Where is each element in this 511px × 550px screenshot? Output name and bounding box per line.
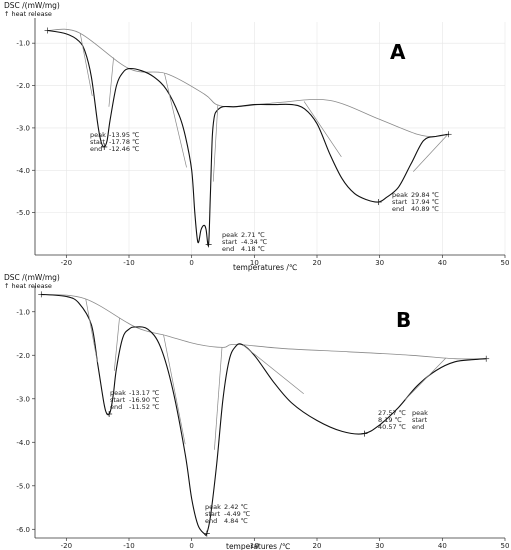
peak-annotation-label: start	[392, 198, 408, 206]
peak-annotation-value: -4.49 ℃	[224, 510, 250, 518]
panel-letter: A	[390, 40, 406, 64]
peak-annotation-value: 4.18 ℃	[241, 245, 265, 253]
peak-annotation-label: end	[90, 145, 102, 153]
series-line-baseline	[41, 294, 487, 360]
x-tick-label: 40	[438, 542, 447, 550]
y-tick-label: -4.0	[16, 439, 30, 447]
endset-tangent	[214, 347, 223, 450]
y-tick-label: -6.0	[16, 526, 30, 534]
y-axis-label: DSC /(mW/mg)	[4, 1, 60, 10]
x-tick-label: 0	[189, 259, 193, 267]
peak-annotation-label: peak	[110, 389, 126, 397]
peak-annotation-value: 8.19 ℃	[378, 416, 402, 424]
x-axis-label: temperatures /℃	[233, 263, 297, 272]
peak-annotation-value: -12.46 ℃	[109, 145, 139, 153]
y-tick-label: -2.0	[16, 82, 30, 90]
x-tick-label: 50	[501, 542, 510, 550]
peak-annotation-value: 40.57 ℃	[378, 423, 406, 431]
peak-annotation-value: -13.95 ℃	[109, 131, 139, 139]
x-tick-label: -10	[123, 259, 134, 267]
peak-annotation-value: 2.42 ℃	[224, 503, 248, 511]
peak-annotation-value: 29.84 ℃	[411, 191, 439, 199]
peak-annotation-label: end	[205, 517, 217, 525]
panel-letter: B	[396, 308, 411, 332]
peak-annotation-value: -13.17 ℃	[129, 389, 159, 397]
onset-tangent	[163, 334, 186, 445]
onset-tangent	[164, 73, 187, 168]
y-axis-sublabel: ↑ heat release	[4, 282, 52, 290]
y-tick-label: -5.0	[16, 209, 30, 217]
x-tick-label: 10	[250, 542, 259, 550]
x-tick-label: 50	[501, 259, 510, 267]
peak-annotation-value: -16.90 ℃	[129, 396, 159, 404]
peak-annotation-value: -4.34 ℃	[241, 238, 267, 246]
y-tick-label: -3.0	[16, 124, 30, 132]
peak-annotation-label: peak	[392, 191, 408, 199]
onset-tangent	[79, 33, 93, 97]
peak-annotation-label: start	[205, 510, 221, 518]
peak-annotation-label: end	[392, 205, 404, 213]
peak-annotation-label: end	[110, 403, 122, 411]
y-axis-sublabel: ↑ heat release	[4, 10, 52, 18]
peak-annotation-label: peak	[205, 503, 221, 511]
x-axis-label: temperatures /℃	[226, 542, 290, 550]
x-tick-label: 10	[250, 259, 259, 267]
x-tick-label: 20	[313, 542, 322, 550]
endset-tangent	[413, 134, 449, 172]
y-tick-label: -1.0	[16, 308, 30, 316]
y-tick-label: -2.0	[16, 352, 30, 360]
onset-tangent	[242, 344, 304, 395]
onset-tangent	[303, 101, 342, 157]
series-line-measured	[47, 29, 449, 247]
endset-tangent	[108, 57, 114, 107]
peak-annotation-label: end	[222, 245, 234, 253]
panel-b: DSC /(mW/mg) ↑ heat release B temperatur…	[4, 273, 509, 550]
peak-annotation-value: -11.52 ℃	[129, 403, 159, 411]
x-tick-label: 30	[375, 259, 384, 267]
y-tick-label: -1.0	[16, 40, 30, 48]
x-tick-label: 30	[375, 542, 384, 550]
y-axis-label: DSC /(mW/mg)	[4, 273, 60, 282]
peak-annotation-label: end	[412, 423, 424, 431]
x-tick-label: 40	[438, 259, 447, 267]
peak-annotation-value: -17.78 ℃	[109, 138, 139, 146]
x-tick-label: -10	[123, 542, 134, 550]
x-tick-label: 20	[313, 259, 322, 267]
x-tick-label: -20	[61, 542, 72, 550]
peak-annotation-label: start	[110, 396, 126, 404]
peak-annotation-label: start	[222, 238, 238, 246]
peak-annotation-label: start	[90, 138, 106, 146]
y-tick-label: -4.0	[16, 167, 30, 175]
peak-annotation-value: 27.57 ℃	[378, 409, 406, 417]
y-tick-label: -3.0	[16, 395, 30, 403]
peak-annotation-value: 2.71 ℃	[241, 231, 265, 239]
peak-annotation-label: peak	[90, 131, 106, 139]
endset-tangent	[404, 357, 447, 400]
peak-annotation-label: peak	[222, 231, 238, 239]
panel-a: DSC /(mW/mg) ↑ heat release A temperatur…	[4, 1, 509, 272]
y-tick-label: -5.0	[16, 482, 30, 490]
x-tick-label: -20	[61, 259, 72, 267]
series-line-baseline	[47, 28, 449, 137]
peak-annotation-value: 4.84 ℃	[224, 517, 248, 525]
peak-annotation-label: start	[412, 416, 428, 424]
endset-tangent	[212, 104, 219, 182]
x-tick-label: 0	[189, 542, 193, 550]
peak-annotation-value: 40.89 ℃	[411, 205, 439, 213]
series-line-measured	[41, 293, 487, 536]
endset-tangent	[113, 318, 120, 371]
onset-tangent	[85, 298, 98, 363]
peak-annotation-value: 17.94 ℃	[411, 198, 439, 206]
peak-annotation-label: peak	[412, 409, 428, 417]
